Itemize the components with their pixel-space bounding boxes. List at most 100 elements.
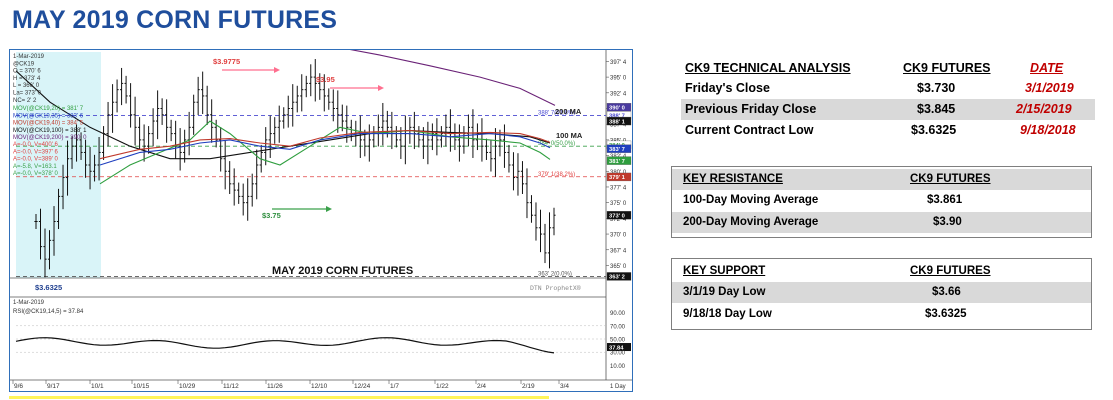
price-tick-label: 397' 4 (610, 60, 627, 66)
ma100-label: 100 MA (556, 131, 583, 140)
row-price: $3.6325 (925, 308, 967, 320)
fib-param-line: A=-0.0, V=378' 0 (13, 171, 59, 177)
price-tag (606, 116, 632, 126)
x-axis-label: 3/4 (560, 383, 569, 390)
price-tag (606, 144, 632, 153)
ma200-label: 200 MA (555, 107, 582, 116)
page-title: MAY 2019 CORN FUTURES (12, 6, 338, 34)
table-row: Current Contract Low $3.6325 9/18/2018 (685, 120, 1095, 141)
row-label: Previous Friday Close (685, 102, 817, 116)
price-tag (606, 211, 632, 220)
price-tick-label: 392' 4 (610, 91, 627, 97)
rsi-tick-label: 90.00 (610, 311, 626, 317)
table-row: Previous Friday Close $3.845 2/15/2019 (681, 99, 1095, 120)
ma-legend-line: MOV(@CK19,200) = 390' 0 (13, 135, 87, 141)
info-line: H = 373' 4 (13, 76, 41, 82)
key-resistance-header: KEY RESISTANCE CK9 FUTURES (672, 169, 1091, 190)
x-axis-label: 12/24 (354, 383, 371, 390)
row-price: $3.6325 (911, 123, 957, 137)
price-tag-label: 381' 7 (609, 159, 625, 165)
price-tag-label: 388' 7 (609, 114, 625, 120)
row-label: 3/1/19 Day Low (683, 286, 766, 298)
rsi-tick-label: 50.00 (610, 338, 626, 344)
price-tag (606, 103, 632, 112)
ma200-line (349, 50, 556, 106)
fibonacci-label: 388' 7(61.8%) (538, 111, 575, 117)
fib-param-line: A=-0.0, V=400' 6 (13, 142, 59, 148)
fibonacci-label: 379' 1(38.2%) (538, 172, 575, 178)
x-axis-label: 1/22 (436, 383, 449, 390)
table-row: 3/1/19 Day Low $3.66 (672, 282, 1091, 303)
highlight-divider (9, 396, 549, 399)
x-axis-label: 12/10 (311, 383, 328, 390)
header-key-resistance: KEY RESISTANCE (683, 173, 783, 185)
high-price-label: $3.9775 (213, 57, 240, 66)
rsi-tick-label: 30.00 (610, 351, 626, 357)
ma35-line (99, 133, 551, 166)
row-date: 3/1/2019 (1025, 81, 1074, 95)
row-price: $3.66 (932, 286, 961, 298)
row-label: Current Contract Low (685, 123, 814, 137)
period-label: 1 Day (610, 384, 626, 390)
info-line: L = 366' 0 (13, 83, 40, 89)
price-tick-label: 395' 0 (610, 76, 627, 82)
info-line: O = 370' 6 (13, 69, 41, 75)
contract-low-label: $3.6325 (35, 283, 62, 292)
x-axis-label: 10/15 (133, 383, 150, 390)
info-line: @CK19 (13, 61, 35, 67)
technical-analysis-table: CK9 TECHNICAL ANALYSIS CK9 FUTURES DATE … (681, 58, 1095, 146)
row-price: $3.861 (927, 194, 963, 206)
row-date: 2/15/2019 (1016, 102, 1072, 116)
price-tick-label: 372' 4 (610, 217, 627, 223)
rsi-label: RSI(@CK19,14,5) = 37.84 (13, 309, 84, 315)
x-axis-label: 10/29 (179, 383, 196, 390)
row-price: $3.90 (933, 216, 962, 228)
price-tick-label: 365' 0 (610, 264, 627, 270)
price-tag-label: 379' 1 (609, 175, 626, 181)
mid-low-label: $3.75 (262, 211, 281, 220)
fib-param-line: A=-0.0, V=389' 0 (13, 157, 59, 163)
price-tick-label: 377' 4 (610, 185, 627, 191)
info-line: NC= 2' 2 (13, 98, 37, 104)
table-row: Friday's Close $3.730 3/1/2019 (685, 78, 1095, 99)
price-tick-label: 380' 0 (610, 170, 627, 176)
chart-watermark: MAY 2019 CORN FUTURES (272, 265, 413, 277)
x-axis-label: 9/17 (47, 383, 60, 390)
high-price-arrowhead (274, 67, 280, 73)
price-tag-label: 388' 1 (609, 119, 626, 125)
fib-param-line: A=-5.8, V=163.1 (13, 164, 57, 170)
row-label: 200-Day Moving Average (683, 216, 819, 228)
header-key-support: KEY SUPPORT (683, 265, 766, 277)
row-date: 9/18/2018 (1020, 123, 1076, 137)
info-line: 1-Mar-2019 (13, 54, 45, 60)
rsi-tick-label: 70.00 (610, 324, 626, 330)
header-futures: CK9 FUTURES (903, 61, 991, 75)
key-resistance-box: KEY RESISTANCE CK9 FUTURES 100-Day Movin… (671, 166, 1092, 238)
header-date: DATE (1030, 61, 1064, 75)
brand-label: DTN ProphetX® (530, 284, 581, 292)
chart-background (10, 50, 632, 391)
rsi-tick-label: 37.84 (609, 345, 624, 351)
ma-legend-line: MOV(@CK19,20) = 381' 7 (13, 106, 84, 112)
rsi-header: 1-Mar-2019 (13, 300, 45, 306)
price-tag-label: 383' 7 (609, 147, 625, 153)
price-tick-label: 367' 4 (610, 248, 627, 254)
second-high-label: $3.95 (316, 75, 335, 84)
ma40-line (99, 129, 551, 160)
x-axis-label: 1/7 (390, 383, 399, 390)
header-technical-analysis: CK9 TECHNICAL ANALYSIS (685, 61, 851, 75)
info-line: La= 373' 0 (13, 91, 42, 97)
key-support-header: KEY SUPPORT CK9 FUTURES (672, 261, 1091, 282)
price-tag (606, 272, 632, 281)
rsi-tick-label: 10.00 (610, 364, 626, 370)
x-axis-label: 11/12 (223, 383, 239, 390)
fibonacci-label: 363' 2(0.0%) (538, 271, 572, 277)
price-tag-label: 373' 0 (609, 214, 625, 220)
x-axis-label: 10/1 (91, 383, 104, 390)
price-tag-label: 363' 2 (609, 275, 625, 281)
table-row: 100-Day Moving Average $3.861 (672, 190, 1091, 211)
x-axis-label: 11/26 (267, 383, 283, 390)
header-futures: CK9 FUTURES (910, 173, 991, 185)
row-price: $3.845 (917, 102, 956, 116)
